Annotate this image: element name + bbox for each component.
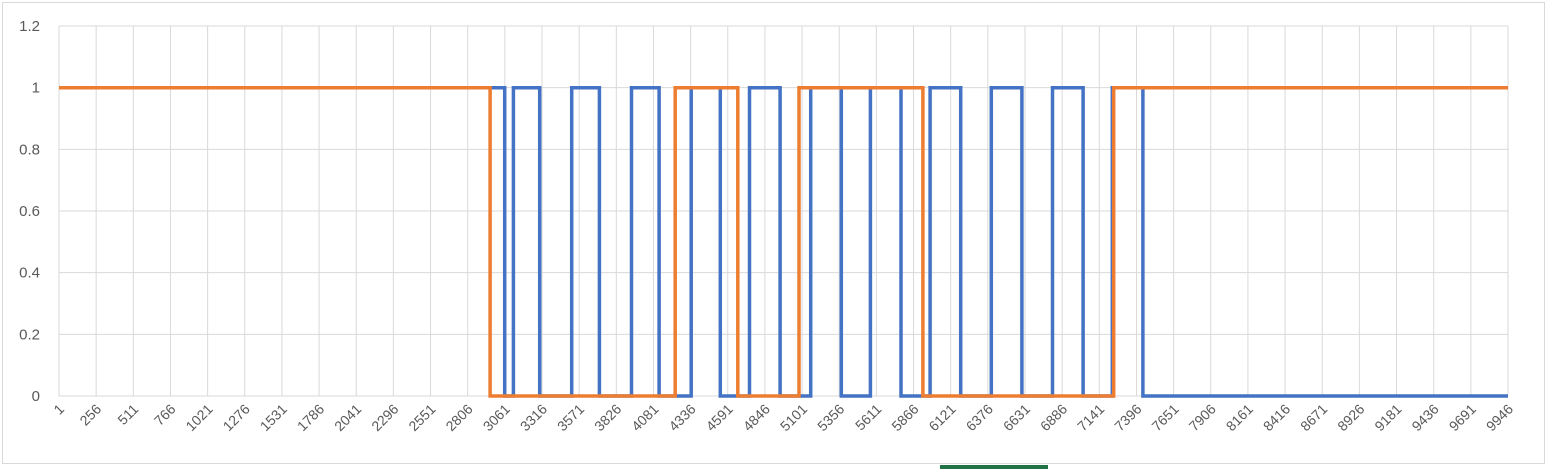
x-tick-label: 766 — [151, 401, 179, 429]
x-tick-label: 5866 — [888, 401, 921, 434]
y-tick-label: 1.2 — [19, 18, 40, 35]
x-tick-label: 4336 — [665, 401, 698, 434]
x-tick-label: 4591 — [703, 401, 736, 434]
x-tick-label: 9946 — [1483, 401, 1516, 434]
series-2-line — [59, 85, 1508, 398]
series-layer — [59, 85, 1508, 398]
x-tick-label: 2041 — [331, 401, 364, 434]
x-tick-label: 6376 — [963, 401, 996, 434]
x-tick-label: 1531 — [257, 401, 290, 434]
y-tick-label: 0 — [32, 388, 40, 405]
x-tick-label: 5101 — [777, 401, 810, 434]
x-tick-label: 9181 — [1371, 401, 1404, 434]
x-tick-label: 2551 — [405, 401, 438, 434]
y-tick-label: 0.4 — [19, 265, 40, 282]
x-tick-label: 1021 — [182, 401, 215, 434]
x-tick-label: 1276 — [220, 401, 253, 434]
y-tick-label: 0.2 — [19, 326, 40, 343]
x-tick-label: 6631 — [1000, 401, 1033, 434]
sheet-scroll-indicator[interactable] — [940, 465, 1048, 469]
x-tick-label: 4846 — [740, 401, 773, 434]
x-tick-label: 8416 — [1260, 401, 1293, 434]
horizontal-gridlines — [59, 25, 1508, 397]
x-tick-label: 511 — [114, 401, 141, 428]
x-tick-label: 3571 — [554, 401, 587, 434]
x-tick-label: 9436 — [1408, 401, 1441, 434]
x-tick-label: 2806 — [442, 401, 475, 434]
x-tick-label: 256 — [76, 401, 104, 429]
y-tick-label: 0.8 — [19, 141, 40, 158]
x-tick-label: 6886 — [1037, 401, 1070, 434]
x-tick-label: 1 — [50, 401, 67, 418]
x-tick-label: 7141 — [1074, 401, 1107, 434]
x-tick-label: 5611 — [852, 401, 885, 434]
x-tick-label: 7651 — [1148, 401, 1181, 434]
x-tick-label: 1786 — [294, 401, 327, 434]
x-tick-label: 9691 — [1446, 401, 1479, 434]
x-tick-label: 3061 — [480, 401, 513, 434]
chart-frame — [2, 2, 1545, 464]
x-tick-label: 5356 — [814, 401, 847, 434]
x-tick-label: 4081 — [628, 401, 661, 434]
x-tick-label: 3316 — [517, 401, 550, 434]
y-axis-tick-labels: 0 0.2 0.4 0.6 0.8 1 1.2 — [19, 18, 40, 405]
x-tick-label: 3826 — [591, 401, 624, 434]
y-tick-label: 1 — [32, 80, 40, 97]
y-tick-label: 0.6 — [19, 203, 40, 220]
x-axis-tick-labels: 1 256 511 766 1021 1276 1531 1786 2041 2296 2551 28… — [50, 401, 1516, 434]
x-tick-label: 8161 — [1223, 401, 1256, 434]
series-1-line — [59, 85, 1508, 398]
x-tick-label: 8926 — [1334, 401, 1367, 434]
x-tick-label: 7396 — [1111, 401, 1144, 434]
x-tick-label: 6121 — [925, 401, 958, 434]
x-tick-label: 2296 — [368, 401, 401, 434]
x-tick-label: 7906 — [1186, 401, 1219, 434]
x-tick-label: 8671 — [1297, 401, 1330, 434]
